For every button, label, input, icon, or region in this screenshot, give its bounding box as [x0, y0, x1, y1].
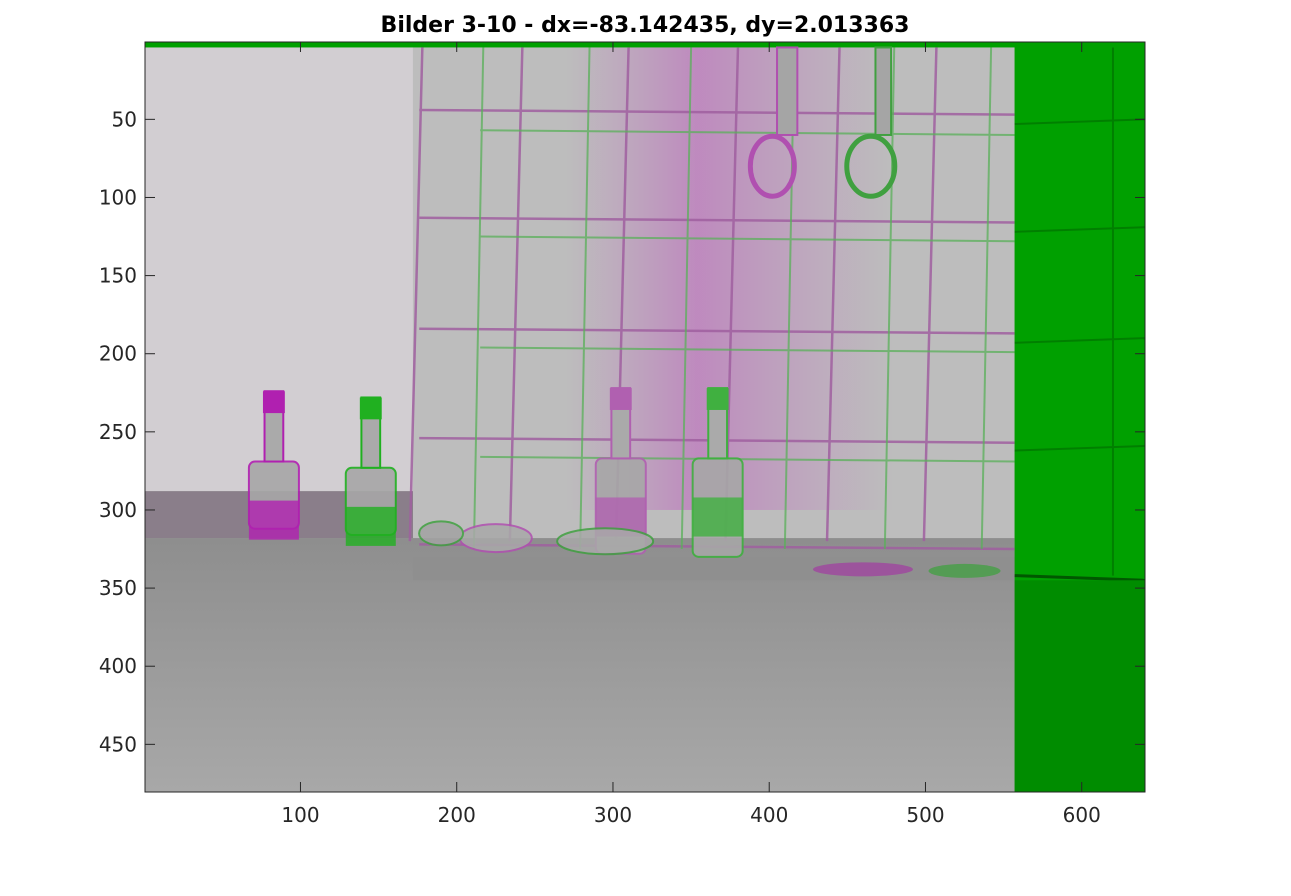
y-tick-label: 150 — [99, 264, 137, 288]
wall-floor-edge — [412, 556, 1015, 581]
y-tick-label: 100 — [99, 185, 137, 209]
bottle-4 — [691, 387, 744, 558]
green-floor-edge — [1014, 574, 1145, 582]
chart-title: Bilder 3-10 - dx=-83.142435, dy=2.013363 — [380, 13, 910, 38]
y-tick-label: 250 — [99, 420, 137, 444]
y-tick-label: 300 — [99, 498, 137, 522]
x-tick-label: 300 — [594, 803, 632, 827]
x-tick-label: 200 — [438, 803, 476, 827]
lying-bottles — [418, 520, 655, 556]
y-tick-label: 50 — [112, 107, 137, 131]
pipe-trap-right — [844, 133, 898, 199]
bottle-2 — [344, 396, 397, 546]
y-tick-label: 200 — [99, 342, 137, 366]
y-tick-label: 400 — [99, 654, 137, 678]
pipe-right — [874, 46, 893, 136]
x-tick-label: 600 — [1063, 803, 1101, 827]
green-floor — [1014, 580, 1145, 792]
overlay-image — [145, 42, 1145, 792]
y-tick-label: 350 — [99, 576, 137, 600]
pipe-left — [776, 46, 799, 136]
x-tick-label: 400 — [750, 803, 788, 827]
y-tick-label: 450 — [99, 732, 137, 756]
axes-box — [144, 41, 1146, 793]
floor — [145, 538, 1015, 792]
pipe-trap-left — [747, 133, 797, 199]
bottle-1 — [247, 390, 300, 540]
debris — [812, 562, 1001, 578]
x-tick-label: 100 — [281, 803, 319, 827]
green-tile-grid — [1014, 47, 1145, 576]
axes: 100 200 300 400 500 600 50 100 150 200 250 300 350 40… — [99, 41, 1146, 827]
x-tick-label: 500 — [906, 803, 944, 827]
